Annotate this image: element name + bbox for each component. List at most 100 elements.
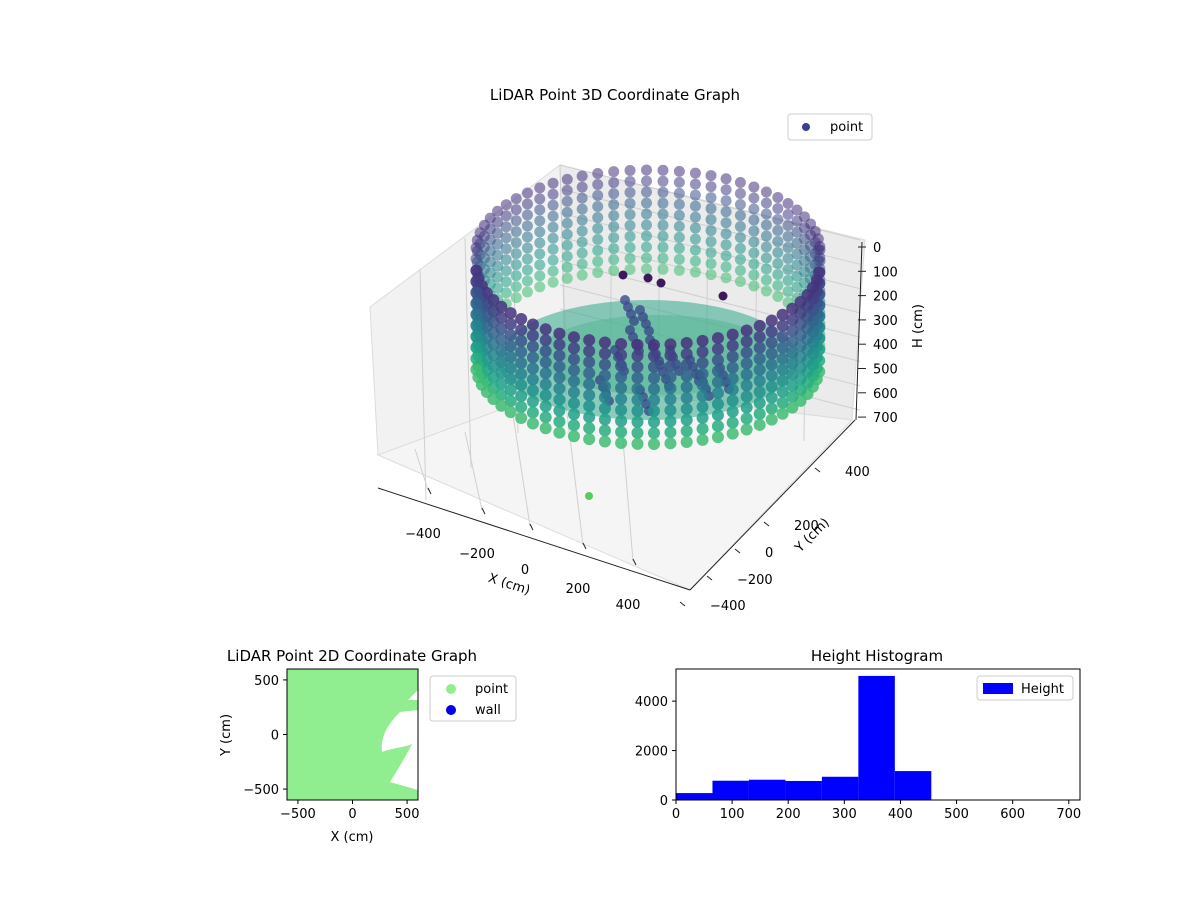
cloud-point <box>640 241 652 253</box>
cloud-point <box>510 215 522 227</box>
tick-hist-x-label: 400 <box>888 807 913 822</box>
tick-x-mark <box>427 487 432 495</box>
tick-y-mark <box>706 575 713 581</box>
cloud-point <box>772 280 784 292</box>
cloud-point <box>534 226 546 238</box>
cloud-point <box>664 426 677 439</box>
cloud-point <box>772 247 784 259</box>
cloud-point <box>504 384 517 397</box>
cloud-point <box>576 247 588 259</box>
tick-hist-y-label: 2000 <box>635 745 668 760</box>
points-blob <box>287 669 418 800</box>
cloud-point <box>608 232 620 244</box>
cloud-point <box>547 199 559 211</box>
cloud-point <box>495 399 508 412</box>
cloud-point <box>740 401 753 414</box>
cloud-point <box>648 371 661 384</box>
tick-hist-y-label: 4000 <box>635 695 668 710</box>
cloud-point <box>753 341 766 354</box>
cloud-point <box>782 253 794 265</box>
cloud-point <box>504 329 517 342</box>
cloud-point <box>696 400 709 413</box>
cloud-point <box>521 220 533 232</box>
cloud-point <box>705 236 717 248</box>
cloud-point <box>696 356 709 369</box>
cloud-point <box>786 324 799 337</box>
tick-y-label: 200 <box>794 519 819 534</box>
cloud-point <box>500 254 512 266</box>
cloud-point <box>748 247 760 259</box>
cloud-point <box>539 334 552 347</box>
cloud-point <box>561 261 573 273</box>
tick-2d-y-label: 0 <box>271 729 279 744</box>
cloud-point <box>765 336 778 349</box>
cloud-point <box>748 214 760 226</box>
hist-frame <box>675 668 1081 801</box>
cloud-point <box>510 204 522 216</box>
cloud-point <box>734 188 746 200</box>
cloud-point <box>515 390 528 403</box>
x-axis-3d <box>377 487 691 591</box>
cloud-point <box>673 187 685 199</box>
tick-z-label: 400 <box>873 338 898 353</box>
cloud-point <box>696 433 709 446</box>
cloud-point <box>782 220 794 232</box>
cloud-point <box>786 401 799 414</box>
cloud-point <box>515 335 528 348</box>
cloud-point <box>726 405 739 418</box>
cloud-point <box>624 230 636 242</box>
cloud-point <box>765 358 778 371</box>
cloud-point <box>583 334 596 347</box>
cloud-point <box>470 286 483 299</box>
cloud-point <box>782 264 794 276</box>
cloud-point <box>510 193 522 205</box>
tick-x-mark <box>582 542 587 550</box>
cloud-point <box>526 329 539 342</box>
cloud-point <box>547 276 559 288</box>
cloud-point <box>539 356 552 369</box>
cloud-point <box>711 420 724 433</box>
cloud-point <box>726 394 739 407</box>
cloud-point <box>470 330 483 343</box>
cloud-point <box>664 360 677 373</box>
cloud-point <box>615 349 628 362</box>
cloud-point <box>583 422 596 435</box>
cloud-point <box>673 176 685 188</box>
cloud-point <box>504 395 517 408</box>
cloud-point <box>576 269 588 281</box>
ticks-3d: −400 −200 0 200 400 400 200 0 −200 −400 0 100 200 300… <box>405 241 898 614</box>
cloud-point <box>553 349 566 362</box>
cloud-point <box>657 208 669 220</box>
cloud-point <box>567 342 580 355</box>
cloud-point <box>705 181 717 193</box>
cloud-point <box>583 345 596 358</box>
cloud-point <box>776 352 789 365</box>
cloud-point <box>547 232 559 244</box>
cloud-point <box>648 415 661 428</box>
cloud-point <box>547 177 559 189</box>
cloud-point <box>791 204 803 216</box>
cloud-point <box>664 349 677 362</box>
cloud-point <box>753 330 766 343</box>
cloud-point <box>592 255 604 267</box>
cloud-point <box>644 326 654 336</box>
cloud-point <box>500 221 512 233</box>
title-2d: LiDAR Point 2D Coordinate Graph <box>227 647 477 665</box>
cloud-point <box>470 308 483 321</box>
cloud-point <box>583 356 596 369</box>
hist-bar <box>712 780 749 800</box>
cloud-point <box>648 338 661 351</box>
cloud-point <box>765 347 778 360</box>
cloud-point <box>576 214 588 226</box>
legend-3d-label: point <box>830 120 863 135</box>
cloud-point <box>673 231 685 243</box>
cloud-point <box>500 232 512 244</box>
cloud-point <box>521 275 533 287</box>
cloud-point <box>561 228 573 240</box>
cloud-point <box>734 254 746 266</box>
cloud-point <box>689 211 701 223</box>
cloud-point <box>615 360 628 373</box>
cloud-point <box>608 199 620 211</box>
cloud-point <box>680 402 693 415</box>
tick-x-mark <box>529 523 534 531</box>
